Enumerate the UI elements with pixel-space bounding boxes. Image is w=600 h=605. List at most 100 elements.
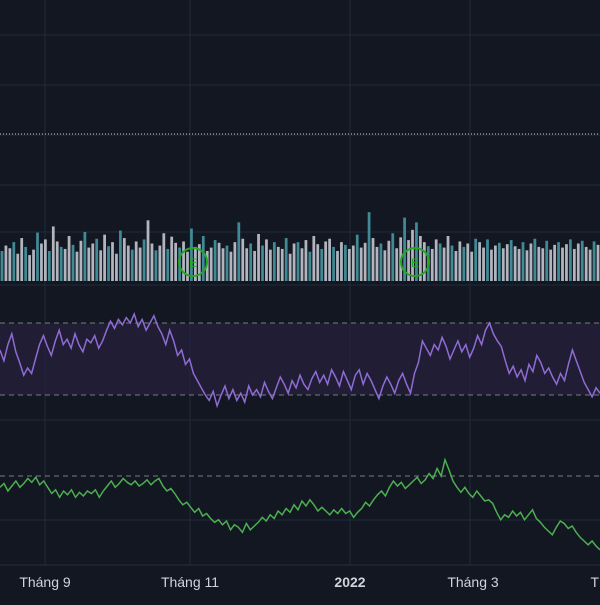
volume-bar bbox=[569, 239, 572, 281]
volume-bar bbox=[320, 248, 324, 281]
volume-bar bbox=[79, 240, 83, 281]
time-axis-tick-label: Tháng 9 bbox=[19, 574, 71, 590]
volume-bar bbox=[288, 253, 292, 281]
volume-bar bbox=[91, 243, 95, 281]
volume-bar bbox=[63, 248, 67, 281]
volume-bar bbox=[572, 248, 576, 281]
volume-bar bbox=[99, 250, 103, 281]
volume-bar bbox=[138, 247, 142, 281]
volume-bar bbox=[47, 251, 51, 281]
volume-bar bbox=[458, 241, 462, 281]
volume-bar bbox=[545, 240, 549, 281]
volume-bar bbox=[403, 217, 406, 281]
volume-bar bbox=[450, 245, 454, 281]
volume-bar bbox=[229, 251, 233, 281]
volume-bar bbox=[328, 238, 331, 281]
earnings-marker-label: E bbox=[411, 256, 419, 270]
volume-bar bbox=[284, 238, 288, 281]
volume-bar bbox=[269, 249, 272, 281]
grid-layer bbox=[0, 0, 600, 566]
volume-bar bbox=[486, 239, 489, 281]
volume-bar bbox=[387, 240, 391, 281]
volume-bar bbox=[28, 255, 31, 281]
volume-bar bbox=[438, 243, 442, 281]
volume-bar bbox=[596, 244, 600, 281]
volume-bar bbox=[312, 236, 316, 281]
volume-bar bbox=[470, 251, 474, 281]
volume-bar bbox=[292, 243, 296, 281]
volume-bar bbox=[340, 242, 343, 281]
volume-bar bbox=[122, 238, 126, 281]
volume-bar bbox=[67, 236, 71, 281]
earnings-marker[interactable]: E bbox=[400, 247, 430, 277]
volume-bar bbox=[24, 246, 28, 281]
volume-bar bbox=[87, 247, 91, 281]
volume-bar bbox=[395, 248, 399, 281]
volume-bar bbox=[4, 245, 8, 281]
volume-bar bbox=[355, 234, 359, 281]
volume-bar bbox=[115, 253, 118, 281]
volume-bar bbox=[344, 244, 347, 281]
volume-bar bbox=[304, 240, 308, 281]
volume-bar bbox=[20, 238, 24, 281]
volume-bar bbox=[296, 242, 300, 281]
volume-bar bbox=[565, 244, 568, 281]
volume-bar bbox=[107, 246, 110, 281]
volume-bar bbox=[316, 244, 320, 281]
volume-bar bbox=[103, 234, 106, 281]
volume-bar bbox=[201, 236, 205, 281]
volume-bar bbox=[525, 250, 529, 281]
volume-bar bbox=[446, 236, 450, 281]
volume-bar bbox=[197, 244, 201, 281]
volume-bar bbox=[280, 248, 284, 281]
volume-bar bbox=[36, 232, 39, 281]
volume-bar bbox=[371, 238, 375, 281]
volume-bar bbox=[415, 222, 418, 281]
volume-bar bbox=[16, 253, 20, 281]
volume-bar bbox=[588, 249, 592, 281]
volume-bar bbox=[233, 242, 237, 281]
volume-bar bbox=[462, 246, 466, 281]
oscillator-pane bbox=[0, 457, 600, 551]
volume-bar bbox=[253, 251, 256, 281]
volume-pane bbox=[0, 212, 600, 281]
volume-bar bbox=[430, 248, 434, 281]
volume-bar bbox=[209, 247, 213, 281]
volume-bar bbox=[44, 239, 47, 281]
volume-bar bbox=[111, 242, 114, 281]
volume-bar bbox=[557, 242, 560, 281]
earnings-marker-circle bbox=[178, 247, 208, 277]
rsi-line bbox=[0, 311, 600, 409]
volume-bar bbox=[529, 243, 533, 281]
earnings-marker-circle bbox=[400, 247, 430, 277]
volume-bar bbox=[347, 248, 351, 281]
volume-bar bbox=[419, 236, 422, 281]
volume-bar bbox=[592, 241, 596, 281]
volume-bar bbox=[509, 240, 513, 281]
rsi-pane bbox=[0, 311, 600, 409]
volume-bar bbox=[324, 241, 328, 281]
volume-bar bbox=[300, 248, 304, 281]
volume-bar bbox=[221, 248, 225, 281]
volume-bar bbox=[130, 249, 134, 281]
volume-bar bbox=[383, 250, 387, 281]
volume-bar bbox=[580, 240, 584, 281]
volume-bar bbox=[134, 241, 138, 281]
volume-bar bbox=[501, 248, 505, 281]
earnings-marker[interactable]: E bbox=[178, 247, 208, 277]
volume-bar bbox=[213, 240, 217, 281]
volume-bar bbox=[276, 246, 280, 281]
time-axis-tick-label: 2022 bbox=[334, 574, 365, 590]
volume-bar bbox=[466, 243, 470, 281]
volume-bar bbox=[474, 238, 478, 281]
volume-bar bbox=[0, 251, 4, 281]
volume-bar bbox=[261, 245, 264, 281]
volume-bar bbox=[576, 243, 580, 281]
volume-bar bbox=[308, 251, 312, 281]
volume-bar bbox=[119, 230, 122, 281]
volume-bar bbox=[561, 247, 564, 281]
volume-bar bbox=[146, 220, 150, 281]
volume-bar bbox=[75, 251, 79, 281]
